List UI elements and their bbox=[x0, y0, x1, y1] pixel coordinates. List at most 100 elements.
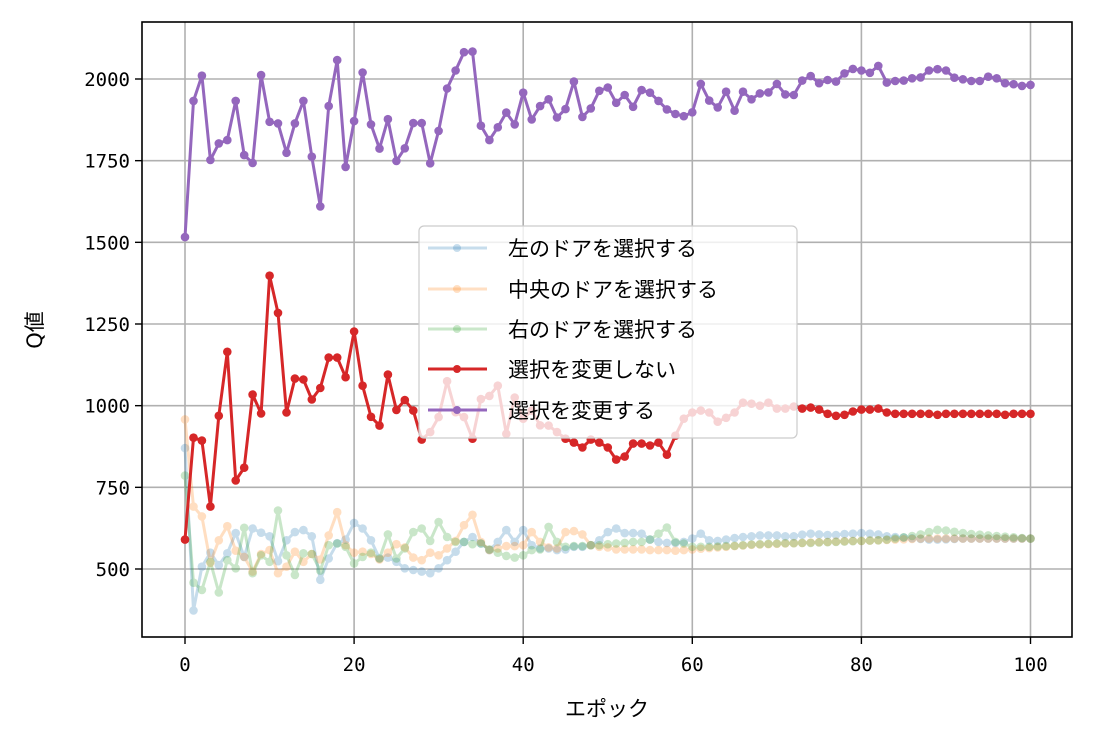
data-point-marker bbox=[899, 533, 908, 542]
data-point-marker bbox=[992, 409, 1001, 419]
data-point-marker bbox=[383, 370, 393, 379]
data-point-marker bbox=[772, 531, 782, 540]
data-point-marker bbox=[375, 554, 384, 563]
data-point-marker bbox=[442, 84, 452, 93]
data-point-marker bbox=[958, 75, 968, 84]
data-point-marker bbox=[840, 529, 849, 539]
data-point-marker bbox=[975, 534, 985, 543]
data-point-marker bbox=[400, 564, 410, 573]
data-point-marker bbox=[916, 530, 925, 539]
data-point-marker bbox=[578, 443, 587, 452]
data-point-marker bbox=[857, 405, 866, 414]
data-point-marker bbox=[916, 73, 925, 82]
data-point-marker bbox=[688, 108, 697, 117]
data-point-marker bbox=[620, 545, 629, 554]
data-point-marker bbox=[299, 375, 308, 384]
data-point-marker bbox=[1026, 534, 1035, 543]
data-point-marker bbox=[316, 202, 325, 211]
data-point-marker bbox=[273, 506, 283, 515]
legend: 左のドアを選択する 中央のドアを選択する 右のドアを選択する 選択を変更しない … bbox=[418, 225, 798, 439]
data-point-marker bbox=[645, 545, 655, 555]
data-point-marker bbox=[620, 538, 629, 548]
data-point-marker bbox=[518, 88, 528, 97]
data-point-marker bbox=[865, 68, 875, 78]
data-point-marker bbox=[747, 95, 756, 104]
data-point-marker bbox=[273, 568, 283, 578]
data-point-marker bbox=[992, 534, 1001, 543]
data-point-marker bbox=[840, 69, 849, 78]
x-tick-label: 100 bbox=[1013, 654, 1047, 676]
data-point-marker bbox=[730, 106, 739, 115]
data-point-marker bbox=[256, 70, 266, 80]
data-point-marker bbox=[324, 353, 334, 362]
data-point-marker bbox=[502, 541, 511, 551]
data-point-marker bbox=[713, 543, 722, 552]
data-point-marker bbox=[1009, 79, 1018, 89]
data-point-marker bbox=[890, 535, 900, 544]
data-point-marker bbox=[383, 553, 393, 562]
data-point-marker bbox=[1009, 409, 1018, 419]
data-point-marker bbox=[349, 327, 359, 336]
data-point-marker bbox=[713, 542, 722, 551]
data-point-marker bbox=[425, 536, 435, 546]
data-point-marker bbox=[933, 525, 942, 535]
data-point-marker bbox=[907, 74, 917, 83]
data-point-marker bbox=[256, 551, 266, 560]
data-point-marker bbox=[679, 539, 689, 548]
data-point-marker bbox=[206, 558, 215, 568]
data-point-marker bbox=[239, 552, 249, 562]
data-point-marker bbox=[806, 529, 815, 538]
data-point-marker bbox=[223, 555, 232, 565]
series-line bbox=[183, 419, 1031, 575]
data-point-marker bbox=[459, 537, 469, 547]
x-tick-label: 60 bbox=[681, 654, 704, 676]
data-point-marker bbox=[290, 547, 300, 556]
data-point-marker bbox=[282, 148, 291, 158]
legend-box bbox=[418, 225, 798, 439]
data-point-marker bbox=[865, 405, 875, 414]
data-point-marker bbox=[299, 525, 308, 535]
data-point-marker bbox=[409, 406, 418, 415]
data-point-marker bbox=[941, 534, 951, 543]
data-point-marker bbox=[983, 534, 993, 543]
data-point-marker bbox=[628, 528, 638, 538]
data-point-marker bbox=[290, 119, 300, 128]
data-point-marker bbox=[265, 532, 274, 541]
data-point-marker bbox=[704, 542, 714, 552]
data-point-marker bbox=[527, 540, 536, 550]
data-point-marker bbox=[611, 98, 621, 108]
x-axis-label: エポック bbox=[565, 697, 649, 721]
data-point-marker bbox=[569, 526, 579, 536]
data-point-marker bbox=[535, 544, 545, 553]
data-point-marker bbox=[316, 555, 325, 564]
x-tick-label: 0 bbox=[179, 654, 190, 676]
data-point-marker bbox=[907, 531, 917, 541]
data-point-marker bbox=[468, 539, 477, 549]
data-point-marker bbox=[1009, 533, 1018, 542]
data-point-marker bbox=[375, 144, 384, 153]
data-point-marker bbox=[307, 549, 317, 559]
data-point-marker bbox=[239, 552, 249, 562]
data-point-marker bbox=[704, 96, 714, 105]
data-point-marker bbox=[1026, 534, 1035, 543]
data-point-marker bbox=[569, 541, 579, 551]
data-point-marker bbox=[721, 541, 731, 551]
data-point-marker bbox=[417, 567, 427, 576]
legend-item-left-door: 左のドアを選択する bbox=[428, 237, 697, 261]
data-point-marker bbox=[180, 232, 190, 242]
data-point-marker bbox=[764, 539, 773, 549]
data-point-marker bbox=[688, 534, 697, 543]
data-point-marker bbox=[1000, 410, 1010, 420]
series-line bbox=[183, 475, 1031, 594]
x-tick-label: 80 bbox=[850, 654, 873, 676]
data-point-marker bbox=[358, 68, 367, 77]
data-point-marker bbox=[417, 524, 427, 533]
series-line bbox=[183, 448, 1031, 612]
data-point-marker bbox=[654, 537, 663, 547]
data-point-marker bbox=[282, 536, 291, 545]
data-point-marker bbox=[282, 551, 291, 560]
data-point-marker bbox=[366, 536, 376, 545]
data-point-marker bbox=[924, 535, 934, 544]
data-point-marker bbox=[831, 77, 841, 86]
data-point-marker bbox=[950, 409, 959, 419]
